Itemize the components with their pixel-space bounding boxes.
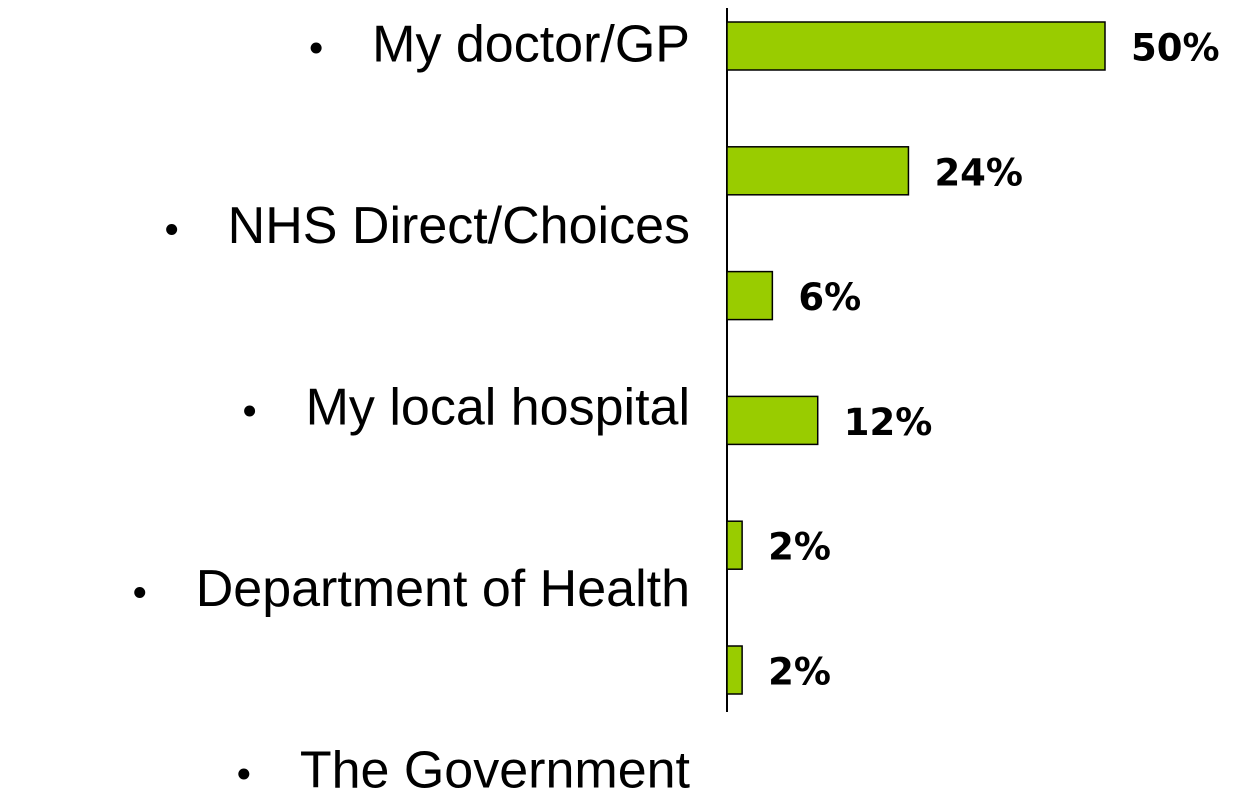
- bullet: [166, 224, 178, 235]
- bullet: [134, 587, 146, 598]
- value-label: 2%: [768, 526, 831, 569]
- bar: [726, 520, 743, 570]
- bar: [726, 21, 1106, 71]
- bullet: [310, 42, 322, 54]
- category-label: My doctor/GP: [372, 16, 690, 74]
- category-label: NHS Direct/Choices: [228, 197, 690, 255]
- category-label: Department of Health: [196, 560, 690, 618]
- value-label: 50%: [1131, 27, 1220, 70]
- value-label: 6%: [798, 276, 861, 319]
- value-label: 12%: [844, 401, 933, 444]
- bullet: [238, 768, 250, 780]
- bar: [726, 270, 774, 321]
- bar: [726, 395, 819, 446]
- category-label: My local hospital: [306, 379, 690, 437]
- value-label: 2%: [768, 651, 831, 694]
- category-label: The Government: [300, 742, 691, 800]
- value-label: 24%: [934, 151, 1023, 194]
- bullet: [244, 405, 256, 417]
- bar: [726, 146, 910, 196]
- bar: [726, 645, 743, 695]
